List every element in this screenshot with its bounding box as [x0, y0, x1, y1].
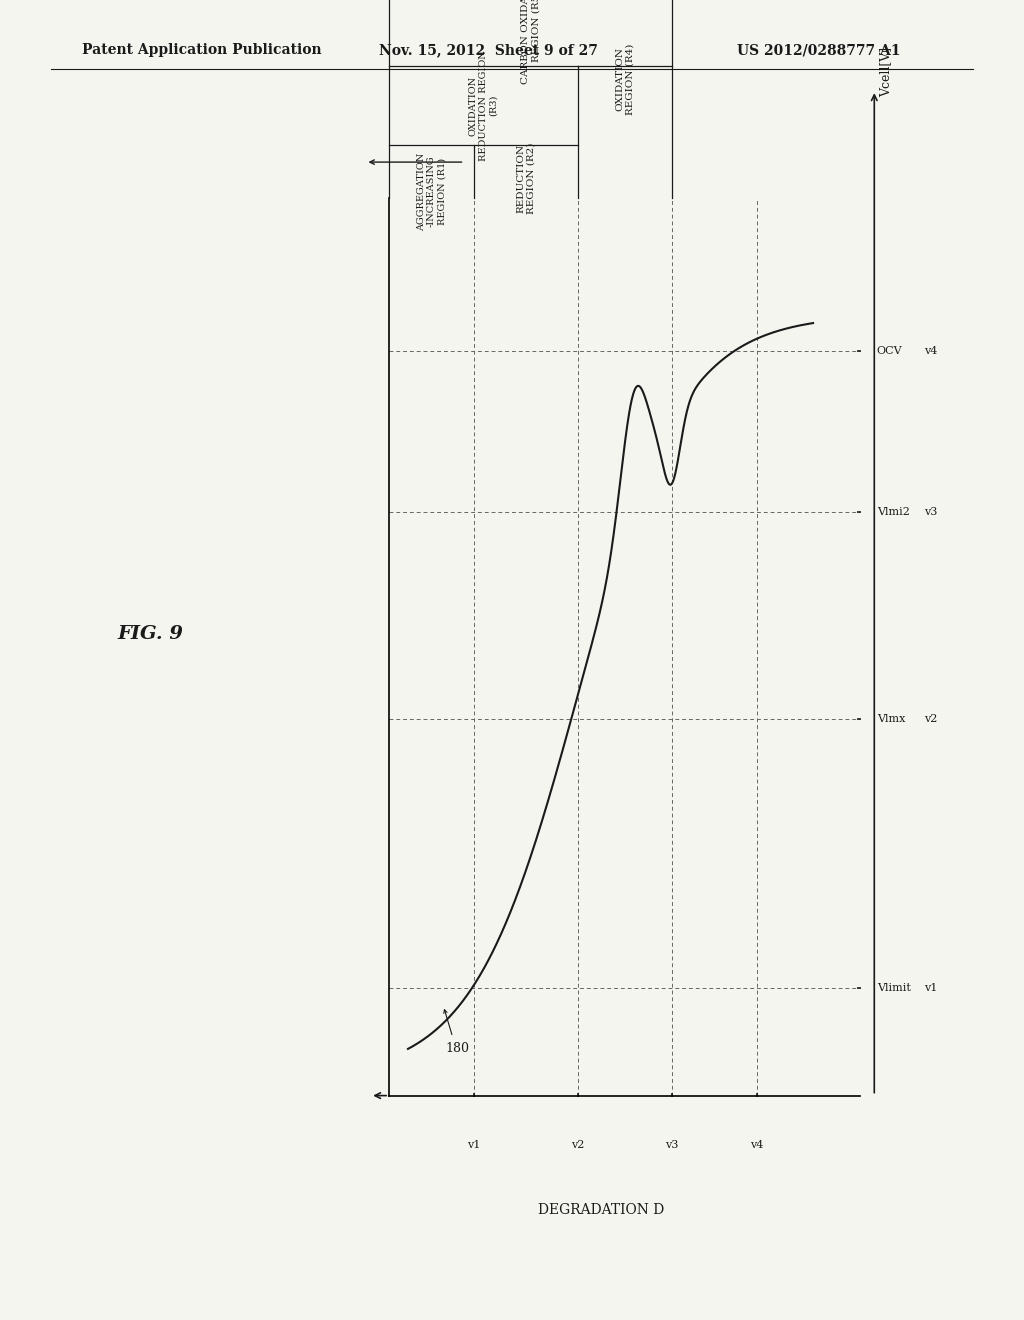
Text: Vcell[V]: Vcell[V]: [879, 48, 892, 98]
Text: v2: v2: [924, 714, 937, 723]
Text: OCV: OCV: [877, 346, 902, 355]
Text: OXIDATION
REDUCTION REGION
(R3): OXIDATION REDUCTION REGION (R3): [468, 50, 499, 161]
Text: Vlimit: Vlimit: [877, 983, 910, 993]
Text: v1: v1: [467, 1140, 480, 1151]
Text: v1: v1: [924, 983, 937, 993]
Text: AGGREGATION
-INCREASING
REGION (R1): AGGREGATION -INCREASING REGION (R1): [417, 152, 446, 231]
Text: 180: 180: [445, 1043, 470, 1055]
Text: Patent Application Publication: Patent Application Publication: [82, 44, 322, 57]
Text: DEGRADATION D: DEGRADATION D: [538, 1204, 665, 1217]
Text: REDUCTION
REGION (R2): REDUCTION REGION (R2): [516, 143, 536, 214]
Text: Vlmi2: Vlmi2: [877, 507, 909, 517]
Text: v2: v2: [570, 1140, 585, 1151]
Text: v3: v3: [665, 1140, 679, 1151]
Text: US 2012/0288777 A1: US 2012/0288777 A1: [737, 44, 901, 57]
Text: Nov. 15, 2012  Sheet 9 of 27: Nov. 15, 2012 Sheet 9 of 27: [379, 44, 598, 57]
Text: OXIDATION
REGION (R4): OXIDATION REGION (R4): [615, 44, 634, 115]
Text: Vlmx: Vlmx: [877, 714, 905, 723]
Text: FIG. 9: FIG. 9: [118, 624, 183, 643]
Text: v4: v4: [924, 346, 937, 355]
Text: CARBON OXIDATION
REGION (R5): CARBON OXIDATION REGION (R5): [521, 0, 540, 84]
Text: v3: v3: [924, 507, 937, 517]
Text: v4: v4: [750, 1140, 763, 1151]
